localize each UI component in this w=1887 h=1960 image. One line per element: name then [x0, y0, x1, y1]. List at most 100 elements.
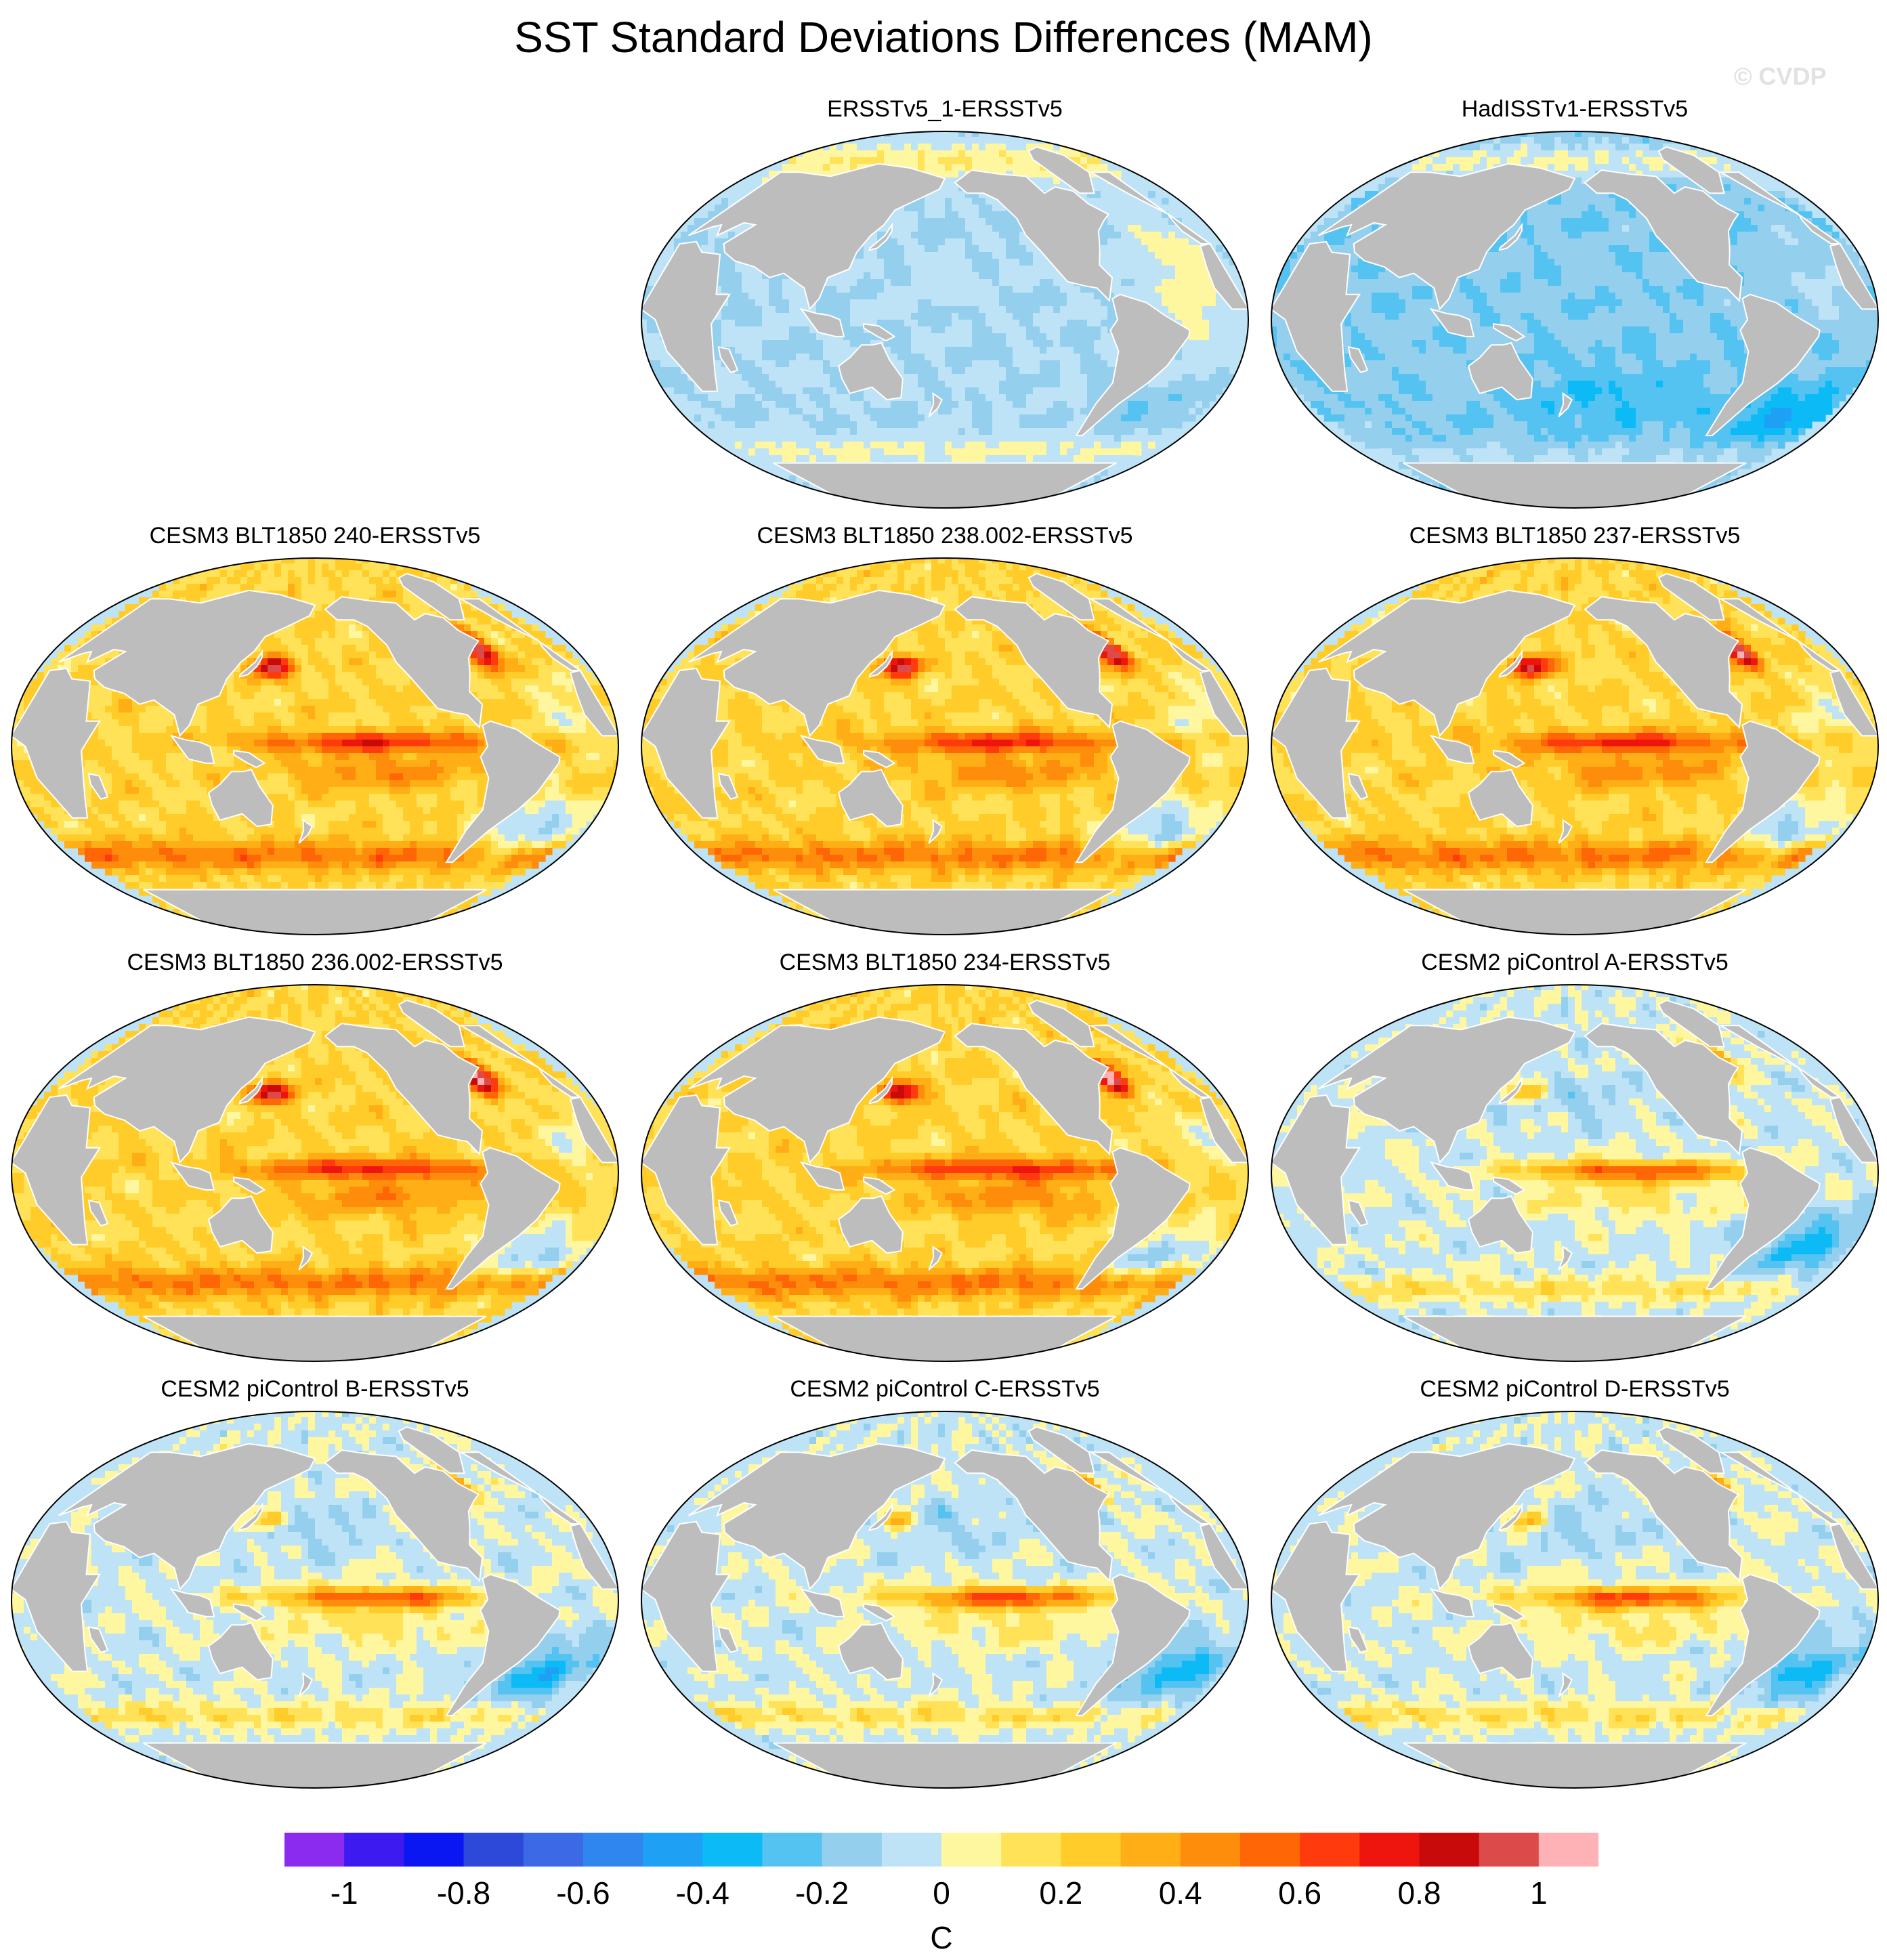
sst-cell	[823, 293, 830, 300]
sst-cell	[1067, 320, 1074, 327]
sst-cell	[1114, 171, 1122, 178]
sst-cell	[1019, 171, 1027, 178]
sst-cell	[864, 144, 871, 151]
sst-cell	[816, 157, 824, 165]
sst-cell	[938, 252, 946, 259]
sst-cell	[897, 455, 905, 463]
sst-cell	[1033, 428, 1040, 435]
sst-cell	[1074, 381, 1081, 388]
sst-cell	[1101, 313, 1108, 320]
sst-cell	[904, 245, 912, 253]
sst-cell	[1751, 238, 1758, 246]
sst-cell	[904, 347, 912, 354]
sst-cell	[836, 150, 844, 158]
sst-cell	[755, 306, 763, 314]
sst-cell	[931, 340, 939, 347]
sst-cell	[803, 442, 810, 449]
sst-cell	[1013, 354, 1020, 361]
sst-cell	[803, 360, 810, 368]
sst-cell	[992, 354, 1000, 361]
sst-cell	[1094, 381, 1101, 388]
sst-cell	[1033, 245, 1040, 253]
sst-cell	[708, 238, 715, 246]
sst-cell	[972, 137, 979, 144]
sst-cell	[843, 326, 851, 334]
sst-cell	[1019, 435, 1027, 442]
sst-cell	[1514, 245, 1521, 253]
sst-cell	[1074, 442, 1081, 449]
sst-cell	[1114, 272, 1122, 280]
sst-cell	[1107, 211, 1115, 219]
sst-cell	[1053, 279, 1061, 286]
sst-cell	[789, 475, 797, 483]
sst-cell	[1155, 435, 1162, 442]
sst-cell	[958, 354, 966, 361]
sst-cell	[1724, 177, 1731, 185]
sst-cell	[918, 354, 925, 361]
sst-cell	[1175, 252, 1183, 259]
sst-cell	[1006, 333, 1013, 341]
sst-cell	[1074, 326, 1081, 334]
sst-cell	[897, 272, 905, 280]
sst-cell	[952, 137, 959, 144]
sst-cell	[681, 387, 688, 395]
sst-cell	[1040, 299, 1047, 307]
sst-cell	[925, 435, 932, 442]
sst-cell	[1182, 367, 1189, 375]
sst-cell	[1087, 191, 1095, 198]
sst-cell	[931, 313, 939, 320]
sst-cell	[823, 401, 830, 408]
sst-cell	[1541, 164, 1548, 171]
sst-cell	[823, 408, 830, 415]
sst-cell	[789, 157, 797, 165]
sst-cell	[1731, 225, 1738, 232]
sst-cell	[877, 435, 885, 442]
sst-cell	[999, 272, 1006, 280]
sst-cell	[1717, 191, 1724, 198]
sst-cell	[1731, 245, 1738, 253]
sst-cell	[762, 387, 769, 395]
sst-cell	[1033, 333, 1040, 341]
sst-cell	[735, 401, 742, 408]
sst-cell	[1243, 320, 1248, 327]
sst-cell	[816, 150, 824, 158]
sst-cell	[1575, 164, 1582, 171]
sst-cell	[952, 238, 959, 246]
sst-cell	[952, 387, 959, 395]
sst-cell	[1135, 401, 1142, 408]
sst-cell	[1209, 333, 1216, 341]
sst-cell	[1487, 157, 1494, 165]
sst-cell	[1182, 238, 1189, 246]
sst-cell	[748, 184, 756, 192]
sst-cell	[979, 205, 986, 212]
sst-cell	[1128, 421, 1135, 429]
sst-cell	[925, 414, 932, 422]
sst-cell	[796, 286, 803, 293]
sst-cell	[1033, 455, 1040, 463]
sst-cell	[1182, 259, 1189, 266]
sst-cell	[945, 421, 952, 429]
sst-cell	[742, 428, 749, 435]
sst-cell	[911, 394, 918, 402]
sst-cell	[1500, 157, 1508, 165]
sst-cell	[1195, 279, 1203, 286]
sst-cell	[911, 150, 918, 158]
sst-cell	[1087, 286, 1095, 293]
sst-cell	[1155, 428, 1162, 435]
sst-cell	[1182, 354, 1189, 361]
sst-cell	[897, 360, 905, 368]
sst-cell	[1026, 131, 1034, 137]
sst-cell	[904, 421, 912, 429]
sst-cell	[742, 225, 749, 232]
sst-cell	[1026, 394, 1034, 402]
sst-cell	[1162, 218, 1169, 226]
sst-cell	[789, 293, 797, 300]
sst-cell	[1446, 150, 1454, 158]
sst-cell	[1582, 150, 1589, 158]
sst-cell	[1006, 232, 1013, 239]
sst-cell	[823, 333, 830, 341]
sst-cell	[1622, 150, 1630, 158]
sst-cell	[1114, 279, 1122, 286]
sst-cell	[1074, 320, 1081, 327]
sst-cell	[1141, 191, 1149, 198]
